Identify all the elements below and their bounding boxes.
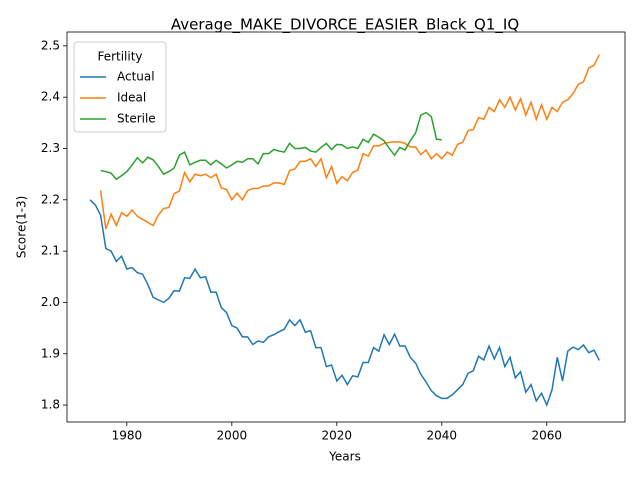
x-tick-label: 1980 bbox=[112, 429, 143, 443]
x-tick-label: 2040 bbox=[427, 429, 458, 443]
plot-frame bbox=[66, 31, 626, 423]
y-axis-label: Score(1-3) bbox=[15, 196, 29, 259]
y-tick-label: 1.9 bbox=[41, 346, 60, 360]
legend-label: Sterile bbox=[117, 112, 156, 126]
y-tick-label: 2.1 bbox=[41, 244, 60, 258]
y-tick-label: 2.3 bbox=[41, 141, 60, 155]
series-line bbox=[100, 111, 442, 181]
legend-box bbox=[73, 41, 167, 133]
legend-label: Actual bbox=[117, 70, 155, 84]
y-tick-label: 2.0 bbox=[41, 295, 60, 309]
x-tick-label: 2020 bbox=[322, 429, 353, 443]
x-tick-label: 2000 bbox=[217, 429, 248, 443]
legend-title: Fertility bbox=[97, 50, 142, 64]
x-tick-label: 2060 bbox=[532, 429, 563, 443]
chart-title: Average_MAKE_DIVORCE_EASIER_Black_Q1_IQ bbox=[171, 16, 519, 35]
legend-label: Ideal bbox=[117, 91, 146, 105]
series-line bbox=[99, 54, 600, 230]
x-axis-label: Years bbox=[328, 450, 361, 464]
y-tick-label: 2.5 bbox=[41, 38, 60, 52]
y-tick-label: 2.2 bbox=[41, 192, 60, 206]
series-line bbox=[89, 199, 600, 408]
y-tick-label: 2.4 bbox=[41, 90, 60, 104]
y-tick-label: 1.8 bbox=[41, 398, 60, 412]
